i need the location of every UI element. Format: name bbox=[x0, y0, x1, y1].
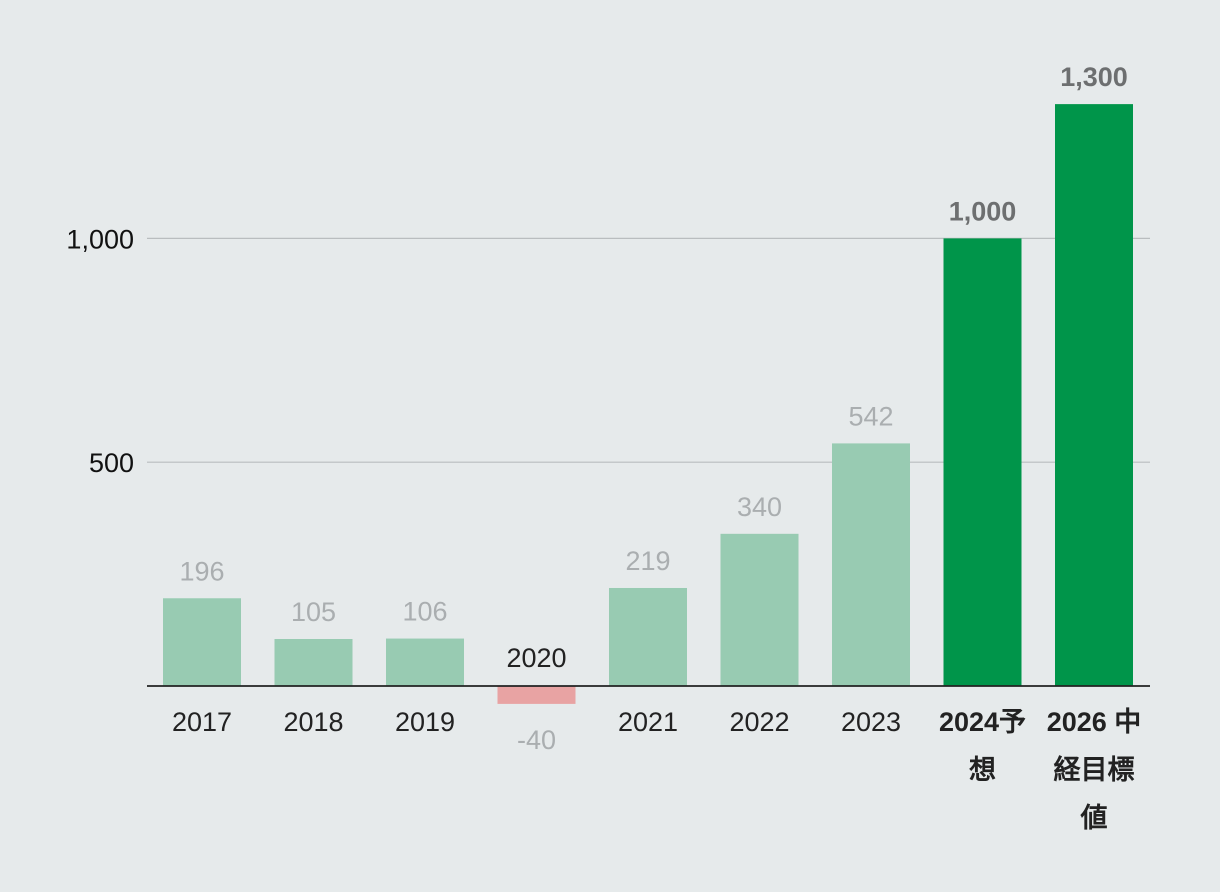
value-label: 106 bbox=[402, 597, 447, 627]
x-tick-label-line: 2018 bbox=[283, 707, 343, 737]
value-label: 340 bbox=[737, 492, 782, 522]
bar-2017 bbox=[163, 598, 241, 686]
bar-2021 bbox=[609, 587, 687, 686]
x-tick-label: 2024予想 bbox=[939, 707, 1026, 785]
value-labels: 196 105 106 -40 219 340 542 1,000 1,300 bbox=[179, 62, 1127, 755]
x-tick-label-line: 値 bbox=[1080, 803, 1108, 833]
x-tick-label-line: 想 bbox=[969, 755, 996, 785]
x-tick-label: 2023 bbox=[841, 707, 901, 737]
bar-2020 bbox=[497, 686, 576, 704]
bar-2019 bbox=[386, 638, 464, 686]
x-tick-label: 2017 bbox=[172, 707, 232, 737]
x-tick-label-line: 2023 bbox=[841, 707, 901, 737]
x-tick-label-line: 2017 bbox=[172, 707, 232, 737]
x-tick-label: 2020 bbox=[506, 643, 566, 673]
value-label: -40 bbox=[517, 725, 556, 755]
value-label: 105 bbox=[291, 597, 336, 627]
x-tick-label-line: 2020 bbox=[506, 643, 566, 673]
bar-2018 bbox=[274, 639, 353, 686]
bar-2023 bbox=[832, 443, 910, 686]
x-tick-label-line: 2024予 bbox=[939, 707, 1026, 737]
value-label: 542 bbox=[848, 401, 893, 431]
x-tick-label: 2026 中経目標値 bbox=[1047, 707, 1142, 833]
x-tick-label: 2022 bbox=[729, 707, 789, 737]
value-label: 219 bbox=[625, 546, 670, 576]
y-tick-label: 500 bbox=[89, 448, 134, 478]
x-tick-label: 2019 bbox=[395, 707, 455, 737]
value-label: 196 bbox=[179, 556, 224, 586]
y-axis-ticks: 500 1,000 bbox=[66, 224, 134, 478]
x-tick-label-line: 2019 bbox=[395, 707, 455, 737]
x-tick-label-line: 2026 中 bbox=[1047, 707, 1142, 737]
y-tick-label: 1,000 bbox=[66, 224, 134, 254]
x-tick-label: 2021 bbox=[618, 707, 678, 737]
x-tick-label-line: 経目標 bbox=[1054, 754, 1135, 785]
value-label: 1,000 bbox=[949, 196, 1017, 226]
bar-2022 bbox=[720, 533, 799, 686]
bar-2026 中経目標値 bbox=[1055, 104, 1133, 687]
x-tick-label: 2018 bbox=[283, 707, 343, 737]
bars bbox=[163, 104, 1133, 704]
x-tick-label-line: 2021 bbox=[618, 707, 678, 737]
x-axis-labels: 2017 2018 2019 2020 2021 2022 2023 2024予想 2026 中… bbox=[172, 643, 1141, 833]
value-label: 1,300 bbox=[1060, 62, 1128, 92]
x-tick-label-line: 2022 bbox=[729, 707, 789, 737]
bar-2024予想 bbox=[943, 238, 1022, 686]
